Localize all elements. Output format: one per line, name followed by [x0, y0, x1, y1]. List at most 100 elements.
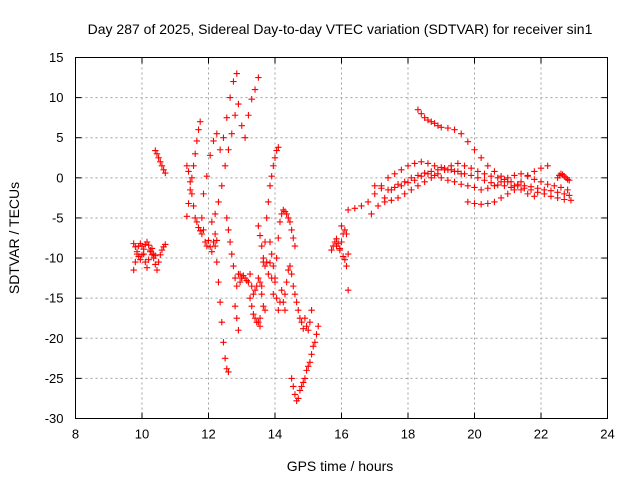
data-point — [233, 282, 240, 290]
data-point — [368, 210, 375, 218]
data-point — [338, 222, 345, 230]
x-tick-label: 18 — [401, 427, 415, 442]
data-point — [256, 232, 264, 239]
data-point — [185, 200, 192, 207]
data-point — [333, 242, 340, 250]
data-point — [270, 262, 277, 270]
data-point — [494, 174, 501, 182]
data-point — [255, 274, 262, 282]
data-point — [273, 294, 280, 302]
grid — [75, 57, 608, 419]
data-point — [225, 226, 232, 234]
data-point — [438, 164, 445, 171]
y-tick-label: 5 — [56, 130, 63, 145]
data-point — [250, 290, 257, 298]
data-point — [544, 181, 551, 188]
data-point — [371, 190, 378, 198]
data-point — [344, 286, 352, 294]
data-point — [504, 190, 511, 198]
data-point — [211, 210, 219, 218]
data-point — [130, 240, 137, 247]
data-point — [501, 182, 508, 190]
x-tick-label: 24 — [600, 427, 614, 442]
data-point — [494, 181, 501, 189]
data-point — [246, 294, 254, 302]
data-point — [195, 126, 202, 133]
data-point — [258, 290, 265, 298]
data-point — [130, 266, 137, 274]
y-axis-label: SDTVAR / TECUs — [6, 182, 22, 294]
data-point — [213, 130, 221, 137]
data-point — [333, 235, 340, 243]
data-point — [155, 154, 162, 161]
data-point — [521, 182, 528, 190]
data-point — [228, 130, 235, 137]
x-tick-label: 8 — [72, 427, 79, 442]
data-point — [448, 162, 455, 169]
data-point — [195, 224, 202, 231]
data-point — [213, 237, 221, 244]
data-point — [507, 184, 515, 191]
data-point — [566, 177, 573, 184]
data-point — [404, 162, 412, 169]
data-point — [501, 176, 508, 183]
data-point — [474, 168, 482, 175]
data-point — [183, 162, 191, 169]
data-point — [261, 307, 269, 314]
data-point — [236, 270, 244, 278]
data-point — [566, 192, 573, 199]
y-tick-label: -10 — [45, 251, 64, 266]
data-point — [133, 248, 141, 255]
data-point — [564, 176, 571, 183]
data-point — [206, 152, 214, 159]
data-point — [491, 198, 498, 206]
data-point — [270, 162, 277, 169]
data-point — [554, 194, 561, 202]
data-point — [200, 226, 207, 234]
data-point — [343, 230, 350, 238]
data-point — [434, 170, 442, 178]
data-point — [162, 241, 169, 248]
data-point — [481, 177, 488, 184]
data-point — [288, 375, 295, 382]
data-point — [434, 122, 442, 129]
data-point — [230, 78, 237, 85]
axis-ticks: 8 10 12 14 16 18 20 22 24 -30 -25 -20 -15 -10 -5 0 5 10 15 — [45, 50, 615, 442]
data-point — [514, 181, 521, 188]
data-point — [158, 162, 166, 169]
y-tick-label: 0 — [56, 170, 63, 185]
data-point — [477, 201, 485, 208]
data-point — [265, 198, 272, 206]
data-point — [213, 258, 221, 266]
data-point — [497, 194, 505, 202]
data-point — [280, 206, 287, 214]
data-point — [260, 254, 267, 262]
data-point — [491, 168, 498, 175]
data-point — [138, 251, 146, 259]
data-point — [216, 146, 224, 153]
data-point — [258, 282, 265, 290]
data-point — [143, 264, 151, 271]
data-point — [313, 331, 320, 338]
data-point — [135, 253, 142, 260]
data-point — [275, 234, 282, 242]
data-point — [341, 226, 349, 234]
data-point — [220, 134, 227, 141]
y-tick-label: -25 — [45, 371, 64, 386]
data-point — [464, 138, 472, 145]
data-point — [391, 170, 398, 178]
data-point — [148, 245, 156, 252]
data-point — [153, 150, 161, 157]
y-tick-label: -20 — [45, 331, 64, 346]
data-point — [398, 182, 405, 190]
y-tick-label: -15 — [45, 291, 64, 306]
data-point — [152, 147, 159, 154]
data-point — [303, 323, 310, 330]
data-point — [481, 170, 488, 178]
data-point — [187, 186, 194, 194]
x-axis-label: GPS time / hours — [287, 458, 394, 474]
data-point — [288, 270, 295, 278]
data-point — [162, 169, 169, 177]
data-point — [132, 258, 139, 266]
data-point — [218, 319, 225, 326]
